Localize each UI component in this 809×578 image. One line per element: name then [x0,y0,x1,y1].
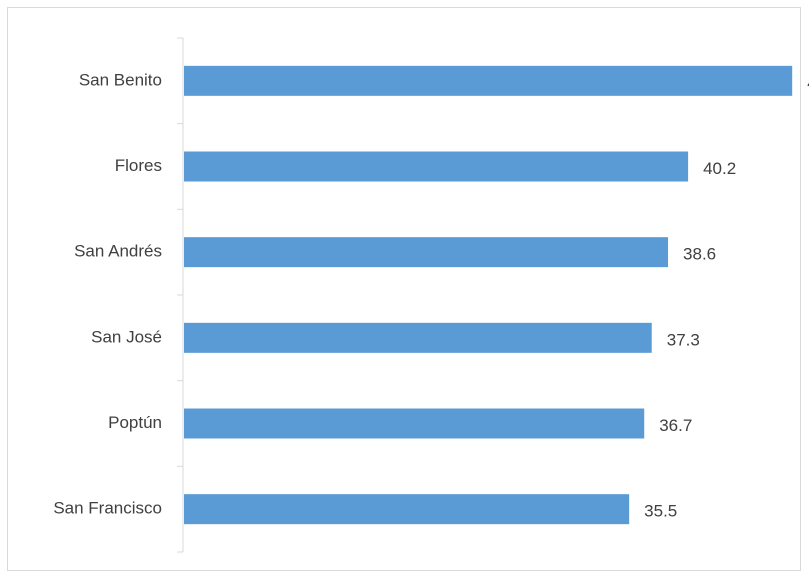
category-axis [177,37,184,553]
bars-group [184,65,793,525]
category-labels-group: San Benito Flores San Andrés San José Poptún… [53,70,162,517]
bar [184,322,652,353]
data-label: 48.5 [807,73,809,92]
bar [184,494,630,525]
bar [184,151,689,182]
category-label: Flores [115,156,162,175]
category-label: Poptún [108,413,162,432]
bar [184,408,645,439]
bar [184,237,669,268]
data-label: 37.3 [667,330,700,349]
category-label: San Francisco [53,499,162,518]
bar [184,65,793,96]
data-label: 38.6 [683,245,716,264]
data-label: 35.5 [644,502,677,521]
category-label: San Andrés [74,242,162,261]
data-label: 36.7 [659,416,692,435]
category-label: San José [91,327,162,346]
data-label: 40.2 [703,159,736,178]
category-label: San Benito [79,70,162,89]
chart-frame [7,7,801,571]
value-labels-group: 48.5 40.2 38.6 37.3 36.7 35.5 [644,73,809,520]
